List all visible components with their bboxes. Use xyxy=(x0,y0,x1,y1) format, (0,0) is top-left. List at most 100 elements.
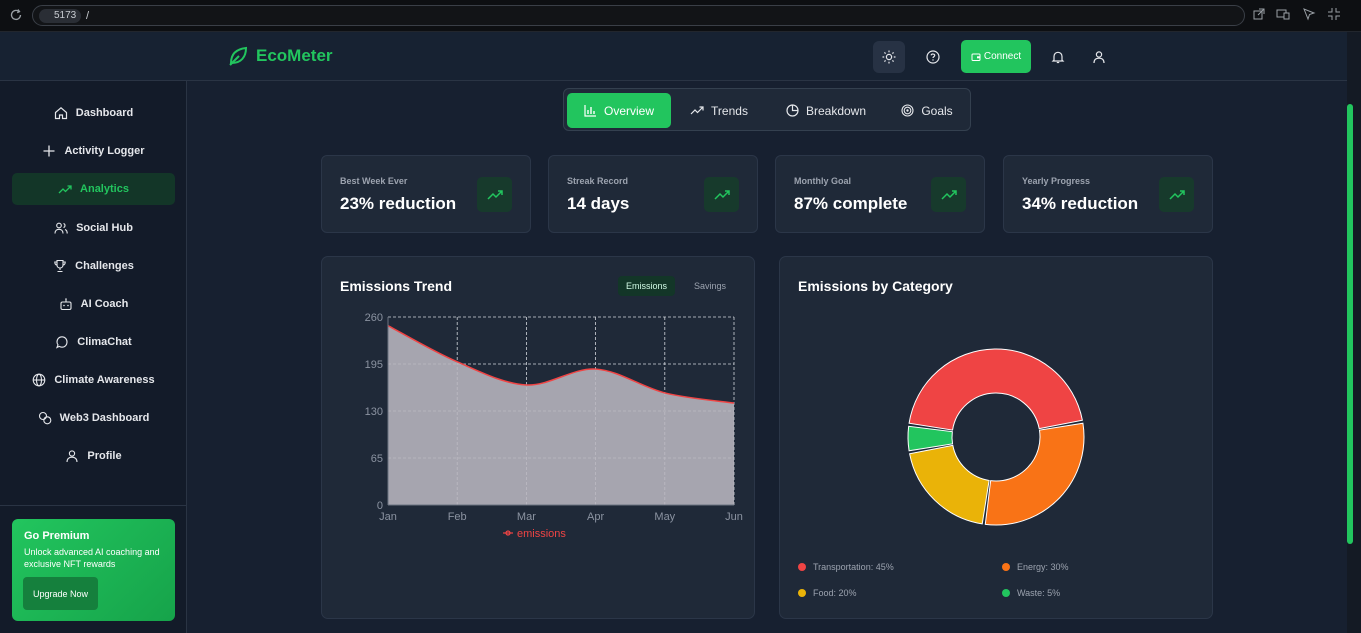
trending-up-icon xyxy=(477,177,512,212)
sidebar: Dashboard Activity Logger Analytics Soci… xyxy=(0,81,187,633)
emissions-category-chart xyxy=(907,348,1085,526)
collapse-icon[interactable] xyxy=(1327,7,1343,23)
sidebar-item-social-hub[interactable]: Social Hub xyxy=(12,212,175,244)
sidebar-item-label: Profile xyxy=(87,450,122,462)
analytics-tabs: Overview Trends Breakdown Goals xyxy=(563,88,971,131)
top-header: EcoMeter Connect xyxy=(0,32,1347,81)
sidebar-item-activity-logger[interactable]: Activity Logger xyxy=(12,135,175,167)
coins-icon xyxy=(38,411,52,425)
sidebar-item-challenges[interactable]: Challenges xyxy=(12,250,175,282)
sidebar-item-profile[interactable]: Profile xyxy=(12,440,175,472)
devices-icon[interactable] xyxy=(1276,7,1292,23)
tab-overview[interactable]: Overview xyxy=(567,93,671,128)
user-menu-button[interactable] xyxy=(1083,41,1115,73)
sidebar-divider xyxy=(0,505,187,506)
help-button[interactable] xyxy=(917,41,949,73)
sidebar-item-climachat[interactable]: ClimaChat xyxy=(12,326,175,358)
emissions-trend-chart: 0 65 130 195 260 Jan Feb Mar Apr May Jun emissions xyxy=(365,313,743,540)
sidebar-item-dashboard[interactable]: Dashboard xyxy=(12,97,175,129)
home-icon xyxy=(54,107,67,120)
sidebar-item-climate-awareness[interactable]: Climate Awareness xyxy=(12,364,175,396)
tab-goals[interactable]: Goals xyxy=(891,93,963,128)
stat-value: 14 days xyxy=(567,194,630,213)
trending-up-icon xyxy=(931,177,966,212)
chat-bubble-icon xyxy=(56,336,68,349)
scrollbar-thumb[interactable] xyxy=(1347,104,1353,544)
pie-chart-icon xyxy=(786,104,799,117)
premium-title: Go Premium xyxy=(24,530,90,542)
trending-up-icon xyxy=(58,185,72,194)
x-tick-label: Feb xyxy=(448,511,467,523)
app-logo[interactable]: EcoMeter xyxy=(227,45,333,67)
tab-breakdown[interactable]: Breakdown xyxy=(775,93,877,128)
tab-label: Overview xyxy=(603,103,654,118)
legend-dot xyxy=(798,589,806,597)
premium-description: Unlock advanced AI coaching and exclusiv… xyxy=(24,547,160,569)
sun-icon xyxy=(882,50,896,64)
emissions-category-card: Emissions by Category Transportation: 45… xyxy=(779,256,1213,619)
sidebar-item-label: Social Hub xyxy=(76,222,133,234)
donut-slice-food xyxy=(909,444,990,525)
stat-card-yearly-progress: Yearly Progress 34% reduction xyxy=(1003,155,1213,233)
sidebar-item-analytics[interactable]: Analytics xyxy=(12,173,175,205)
trending-up-icon xyxy=(1159,177,1194,212)
legend-label: Transportation: 45% xyxy=(813,562,894,572)
emissions-toggle[interactable]: Emissions xyxy=(618,276,676,296)
y-tick-label: 130 xyxy=(365,406,383,418)
card-title: Emissions by Category xyxy=(798,278,953,294)
legend-dot xyxy=(1002,563,1010,571)
x-tick-label: Jan xyxy=(379,511,397,523)
bell-icon xyxy=(1051,51,1065,64)
sidebar-item-label: AI Coach xyxy=(80,298,129,310)
sidebar-item-label: Analytics xyxy=(80,183,129,195)
globe-icon xyxy=(33,373,46,387)
notifications-button[interactable] xyxy=(1042,41,1074,73)
leaf-icon xyxy=(229,46,248,66)
legend-label: emissions xyxy=(517,528,566,540)
site-chip[interactable]: 5173 xyxy=(39,9,82,23)
y-tick-label: 260 xyxy=(365,313,383,324)
connect-wallet-button[interactable]: Connect xyxy=(961,40,1031,73)
stat-card-best-week: Best Week Ever 23% reduction xyxy=(321,155,531,233)
tab-label: Goals xyxy=(921,103,953,118)
upgrade-now-button[interactable]: Upgrade Now xyxy=(23,577,98,610)
legend-dot xyxy=(798,563,806,571)
stat-value: 23% reduction xyxy=(340,194,457,213)
sidebar-item-web3-dashboard[interactable]: Web3 Dashboard xyxy=(12,402,175,434)
emissions-line xyxy=(387,325,735,404)
sidebar-item-ai-coach[interactable]: AI Coach xyxy=(12,288,175,320)
sidebar-item-label: Web3 Dashboard xyxy=(59,412,150,424)
stat-value: 87% complete xyxy=(794,194,908,213)
stat-label: Monthly Goal xyxy=(794,176,851,186)
external-link-icon[interactable] xyxy=(1252,7,1268,23)
legend-item-energy: Energy: 30% xyxy=(1002,562,1069,572)
legend-item-food: Food: 20% xyxy=(798,588,857,598)
x-tick-label: Mar xyxy=(517,511,536,523)
trophy-icon xyxy=(54,259,66,273)
wallet-icon xyxy=(971,53,981,61)
site-label: 5173 xyxy=(54,10,77,21)
inspect-icon[interactable] xyxy=(1302,7,1318,23)
sidebar-item-label: ClimaChat xyxy=(77,336,132,348)
sidebar-item-label: Activity Logger xyxy=(64,145,145,157)
stat-label: Best Week Ever xyxy=(340,176,408,186)
legend-item-waste: Waste: 5% xyxy=(1002,588,1060,598)
sidebar-item-label: Challenges xyxy=(75,260,134,272)
legend-label: Food: 20% xyxy=(813,588,857,598)
stat-card-monthly-goal: Monthly Goal 87% complete xyxy=(775,155,985,233)
reload-icon[interactable] xyxy=(9,8,23,22)
x-tick-label: Jun xyxy=(725,511,743,523)
card-title: Emissions Trend xyxy=(340,278,453,294)
y-tick-label: 0 xyxy=(377,500,383,512)
address-bar[interactable]: 5173 / xyxy=(32,5,1245,26)
url-path: / xyxy=(86,10,90,22)
page-scrollbar[interactable] xyxy=(1347,32,1361,633)
help-circle-icon xyxy=(926,50,940,64)
user-icon xyxy=(66,450,78,463)
x-tick-label: May xyxy=(654,511,675,523)
savings-toggle[interactable]: Savings xyxy=(694,281,727,291)
tab-trends[interactable]: Trends xyxy=(679,93,759,128)
legend-label: Waste: 5% xyxy=(1017,588,1061,598)
tab-label: Trends xyxy=(711,103,748,118)
theme-toggle-button[interactable] xyxy=(873,41,905,73)
